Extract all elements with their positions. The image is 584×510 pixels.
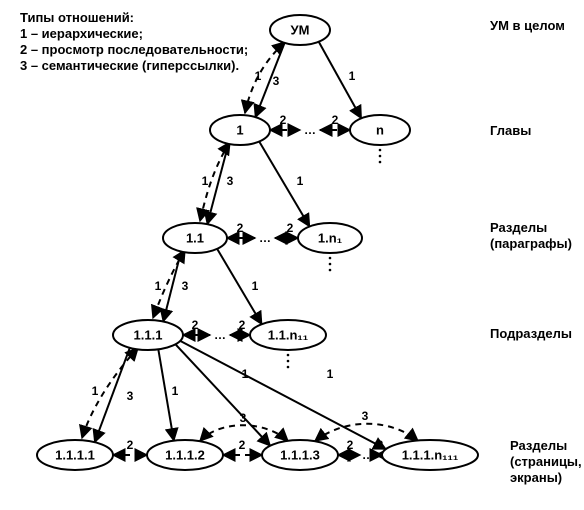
hierarchical-edge [95, 348, 130, 442]
node-label: 1.1.1 [134, 327, 163, 342]
node-label: 1.1.1.n₁₁₁ [402, 447, 459, 462]
hierarchy-diagram: Типы отношений:1 – иерархические;2 – про… [0, 0, 584, 510]
edge-label: 3 [362, 409, 369, 423]
vdots [329, 263, 332, 266]
node-label: 1.1 [186, 230, 204, 245]
edge-label: 2 [192, 318, 199, 332]
node-label: 1 [236, 122, 243, 137]
edge-label: 1 [155, 279, 162, 293]
edge-label: 2 [239, 438, 246, 452]
ellipsis: … [214, 328, 226, 342]
row-label: Разделы [510, 438, 567, 453]
ellipsis: … [259, 231, 271, 245]
node-label: 1.1.1.3 [280, 447, 320, 462]
edge-label: 2 [127, 438, 134, 452]
edge-label: 1 [327, 367, 334, 381]
node-label: 1.1.1.1 [55, 447, 95, 462]
edge-label: 1 [349, 69, 356, 83]
edge-label: 2 [237, 221, 244, 235]
edge-label: 3 [127, 389, 134, 403]
vdots [329, 269, 332, 272]
ellipsis: … [304, 123, 316, 137]
edge-label: 2 [332, 113, 339, 127]
legend-title: Типы отношений: [20, 10, 134, 25]
node-label: 1.1.n₁₁ [268, 327, 308, 342]
vdots [379, 161, 382, 164]
node-label: n [376, 122, 384, 137]
edge-label: 3 [273, 74, 280, 88]
node-label: 1.1.1.2 [165, 447, 205, 462]
edge-label: 2 [280, 113, 287, 127]
hierarchical-edge [175, 344, 270, 445]
edge-label: 3 [240, 411, 247, 425]
node-label: 1.n₁ [318, 230, 342, 245]
edge-label: 1 [252, 279, 259, 293]
legend-line: 3 – семантические (гиперссылки). [20, 58, 239, 73]
row-label: Разделы [490, 220, 547, 235]
legend-line: 1 – иерархические; [20, 26, 143, 41]
edge-label: 2 [239, 318, 246, 332]
ellipsis: … [362, 448, 374, 462]
edge-label: 3 [227, 174, 234, 188]
edge-label: 1 [92, 384, 99, 398]
edge-label: 2 [377, 438, 384, 452]
vdots [287, 360, 290, 363]
edge-label: 2 [287, 221, 294, 235]
row-label: (страницы, [510, 454, 582, 469]
vdots [379, 155, 382, 158]
row-label: УМ в целом [490, 18, 565, 33]
vdots [287, 354, 290, 357]
vdots [329, 257, 332, 260]
vdots [379, 149, 382, 152]
row-label: Подразделы [490, 326, 572, 341]
edge-label: 2 [347, 438, 354, 452]
row-label: (параграфы) [490, 236, 572, 251]
edge-label: 1 [202, 174, 209, 188]
edge-label: 3 [182, 279, 189, 293]
node-label: УМ [291, 22, 310, 37]
edge-label: 1 [297, 174, 304, 188]
legend-line: 2 – просмотр последовательности; [20, 42, 248, 57]
row-label: экраны) [510, 470, 562, 485]
row-label: Главы [490, 123, 531, 138]
edge-label: 1 [172, 384, 179, 398]
vdots [287, 366, 290, 369]
